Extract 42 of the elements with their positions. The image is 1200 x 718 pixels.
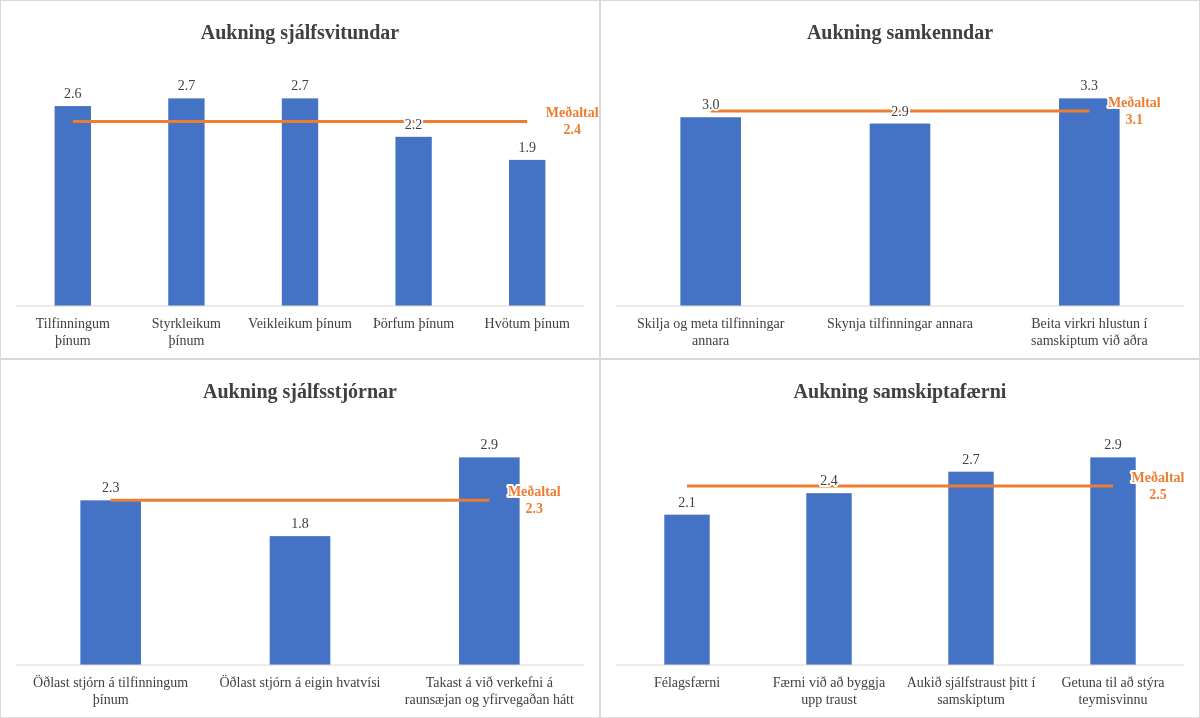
data-label: 2.7 [291,78,309,94]
x-tick-label: Takast á við verkefni á raunsæjan og yfirvegaðan hátt [404,675,574,707]
data-label: 2.1 [678,494,696,510]
data-label: 3.0 [701,97,720,113]
bar [509,159,546,306]
x-tick-label: Öðlast stjórn á eigin hvatvísi [219,674,381,690]
data-label: 2.9 [480,437,499,453]
x-tick-label: Skynja tilfinningar annara [826,316,974,331]
x-tick-label: Þörfum þínum [372,316,455,331]
x-tick-label: Aukið sjálfstraust þitt í samskiptum [906,675,1036,707]
data-label: 2.4 [820,473,838,489]
x-tick-label: Veikleikum þínum [248,316,353,331]
data-label: 2.6 [64,86,82,102]
chart-title: Aukning samskiptafærni [793,380,1007,403]
data-label: 3.3 [1080,78,1099,94]
ref-line-label: Meðaltal 2.4 [545,105,599,138]
x-tick-label: Skilja og meta tilfinningar annara [636,316,785,348]
x-tick-label: Öðlast stjórn á tilfinningum þínum [33,674,189,707]
data-label: 2.7 [962,451,980,467]
bar [395,136,432,306]
chart-title: Aukning samkenndar [806,21,994,44]
x-tick-label: Styrkleikum þínum [151,316,222,348]
bar [664,514,710,665]
bar [806,493,852,665]
data-label: 1.9 [518,139,536,155]
x-tick-label: Getuna til að stýra teymisvinnu [1061,675,1166,707]
x-tick-label: Tilfinningum þínum [35,316,110,348]
x-tick-label: Beita virkri hlustun í samskiptum við aðra [1031,316,1149,348]
x-tick-label: Félagsfærni [653,675,721,690]
data-label: 1.8 [291,516,309,532]
bar [54,106,91,306]
chart-title: Aukning sjálfsstjórnar [203,380,398,403]
data-label: 2.9 [891,103,909,119]
bar [168,98,205,306]
bar [281,98,319,306]
data-label: 2.9 [1104,437,1122,453]
x-tick-label: Færni við að byggja upp traust [772,675,886,707]
chart-title: Aukning sjálfsvitundar [200,21,400,44]
x-tick-label: Hvötum þínum [484,316,570,331]
data-label: 2.3 [101,480,120,496]
data-label: 2.7 [177,78,196,94]
bar [948,471,994,665]
